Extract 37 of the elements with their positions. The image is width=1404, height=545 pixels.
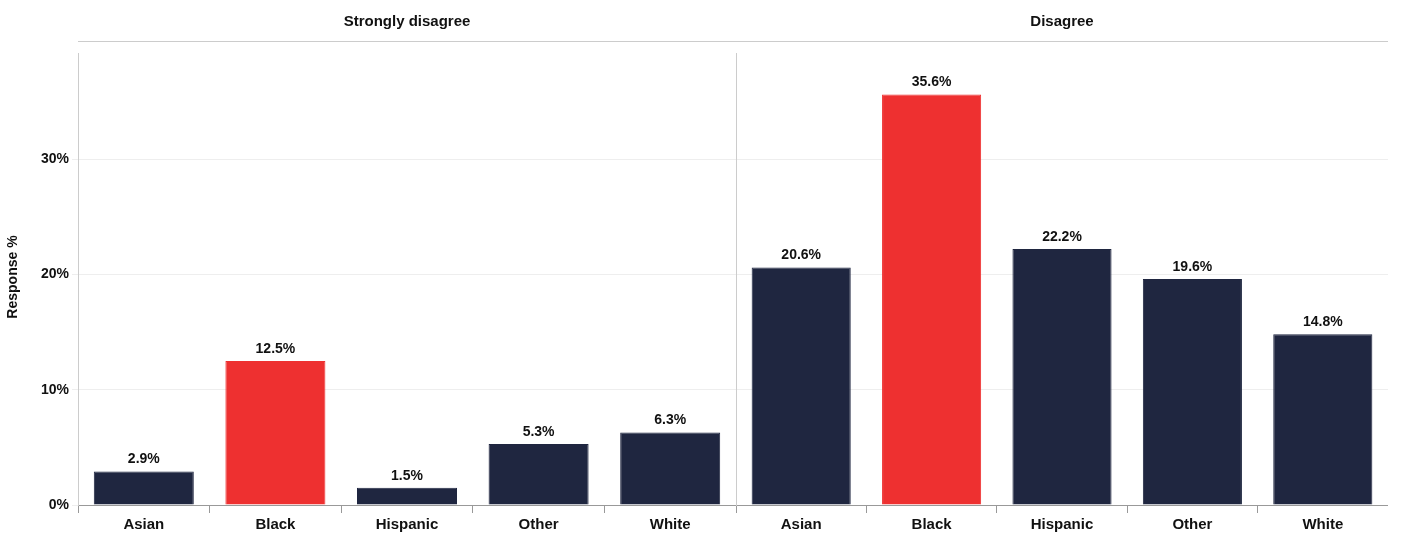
bar xyxy=(1142,279,1242,505)
x-tick-label: Asian xyxy=(123,515,165,533)
bar xyxy=(225,361,326,505)
data-label: 12.5% xyxy=(255,339,296,356)
data-label: 6.3% xyxy=(654,411,687,428)
x-tick-label: Asian xyxy=(780,515,822,533)
chart-title: Strongly disagree xyxy=(78,0,736,42)
bar xyxy=(488,443,589,505)
x-tick-label: White xyxy=(1302,515,1344,533)
y-tick-label: 10% xyxy=(40,380,70,397)
x-tick-label: White xyxy=(649,515,691,533)
y-axis-title: Response % xyxy=(4,235,20,319)
data-label: 22.2% xyxy=(1042,227,1083,244)
y-tick-label: 0% xyxy=(48,495,70,512)
bar xyxy=(1273,334,1373,505)
x-tick-label: Hispanic xyxy=(1030,515,1094,533)
y-tick-label: 20% xyxy=(40,265,70,282)
data-label: 1.5% xyxy=(391,466,424,483)
bar xyxy=(882,94,982,505)
x-tick-label: Hispanic xyxy=(375,515,439,533)
bar xyxy=(1012,249,1112,505)
bar xyxy=(356,487,458,505)
chart-title: Disagree xyxy=(736,0,1388,42)
data-label: 5.3% xyxy=(522,422,556,439)
x-tick-label: Black xyxy=(255,515,297,533)
data-label: 19.6% xyxy=(1172,257,1213,274)
y-tick-label: 30% xyxy=(40,150,70,167)
x-tick-label: Other xyxy=(1172,515,1213,533)
data-label: 14.8% xyxy=(1302,313,1344,330)
x-tick-label: Black xyxy=(911,515,953,533)
data-label: 35.6% xyxy=(911,73,952,90)
x-tick-label: Other xyxy=(518,515,559,533)
data-label: 20.6% xyxy=(781,246,822,263)
data-label: 2.9% xyxy=(127,450,161,467)
bar xyxy=(751,267,851,505)
bar xyxy=(93,471,194,505)
bar xyxy=(620,432,721,505)
